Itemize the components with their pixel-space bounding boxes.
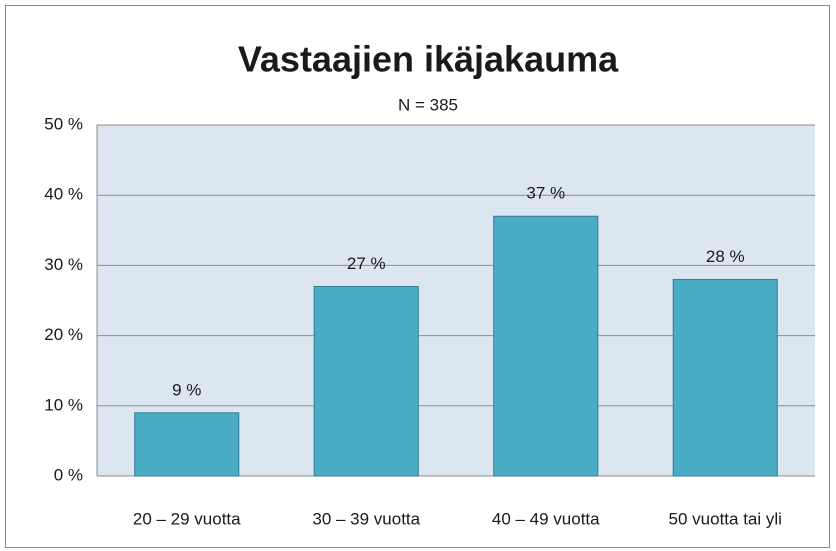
- y-tick-label: 20 %: [44, 325, 83, 344]
- bar: [313, 285, 419, 477]
- chart-subtitle: N = 385: [398, 95, 458, 114]
- y-tick-label: 40 %: [44, 185, 83, 204]
- y-tick-label: 10 %: [44, 395, 83, 414]
- y-tick-label: 50 %: [44, 114, 83, 133]
- value-label: 9 %: [172, 380, 201, 399]
- y-tick-label: 0 %: [54, 465, 83, 484]
- bar: [672, 278, 778, 477]
- x-tick-label: 30 – 39 vuotta: [312, 509, 420, 528]
- y-tick-label: 30 %: [44, 255, 83, 274]
- bar: [134, 412, 240, 477]
- value-label: 37 %: [526, 184, 565, 203]
- x-tick-label: 40 – 49 vuotta: [492, 509, 600, 528]
- value-label: 27 %: [347, 254, 386, 273]
- chart-title: Vastaajien ikäjakauma: [238, 39, 619, 80]
- bar: [493, 215, 599, 477]
- x-tick-label: 50 vuotta tai yli: [669, 509, 782, 528]
- value-label: 28 %: [706, 247, 745, 266]
- x-tick-label: 20 – 29 vuotta: [133, 509, 241, 528]
